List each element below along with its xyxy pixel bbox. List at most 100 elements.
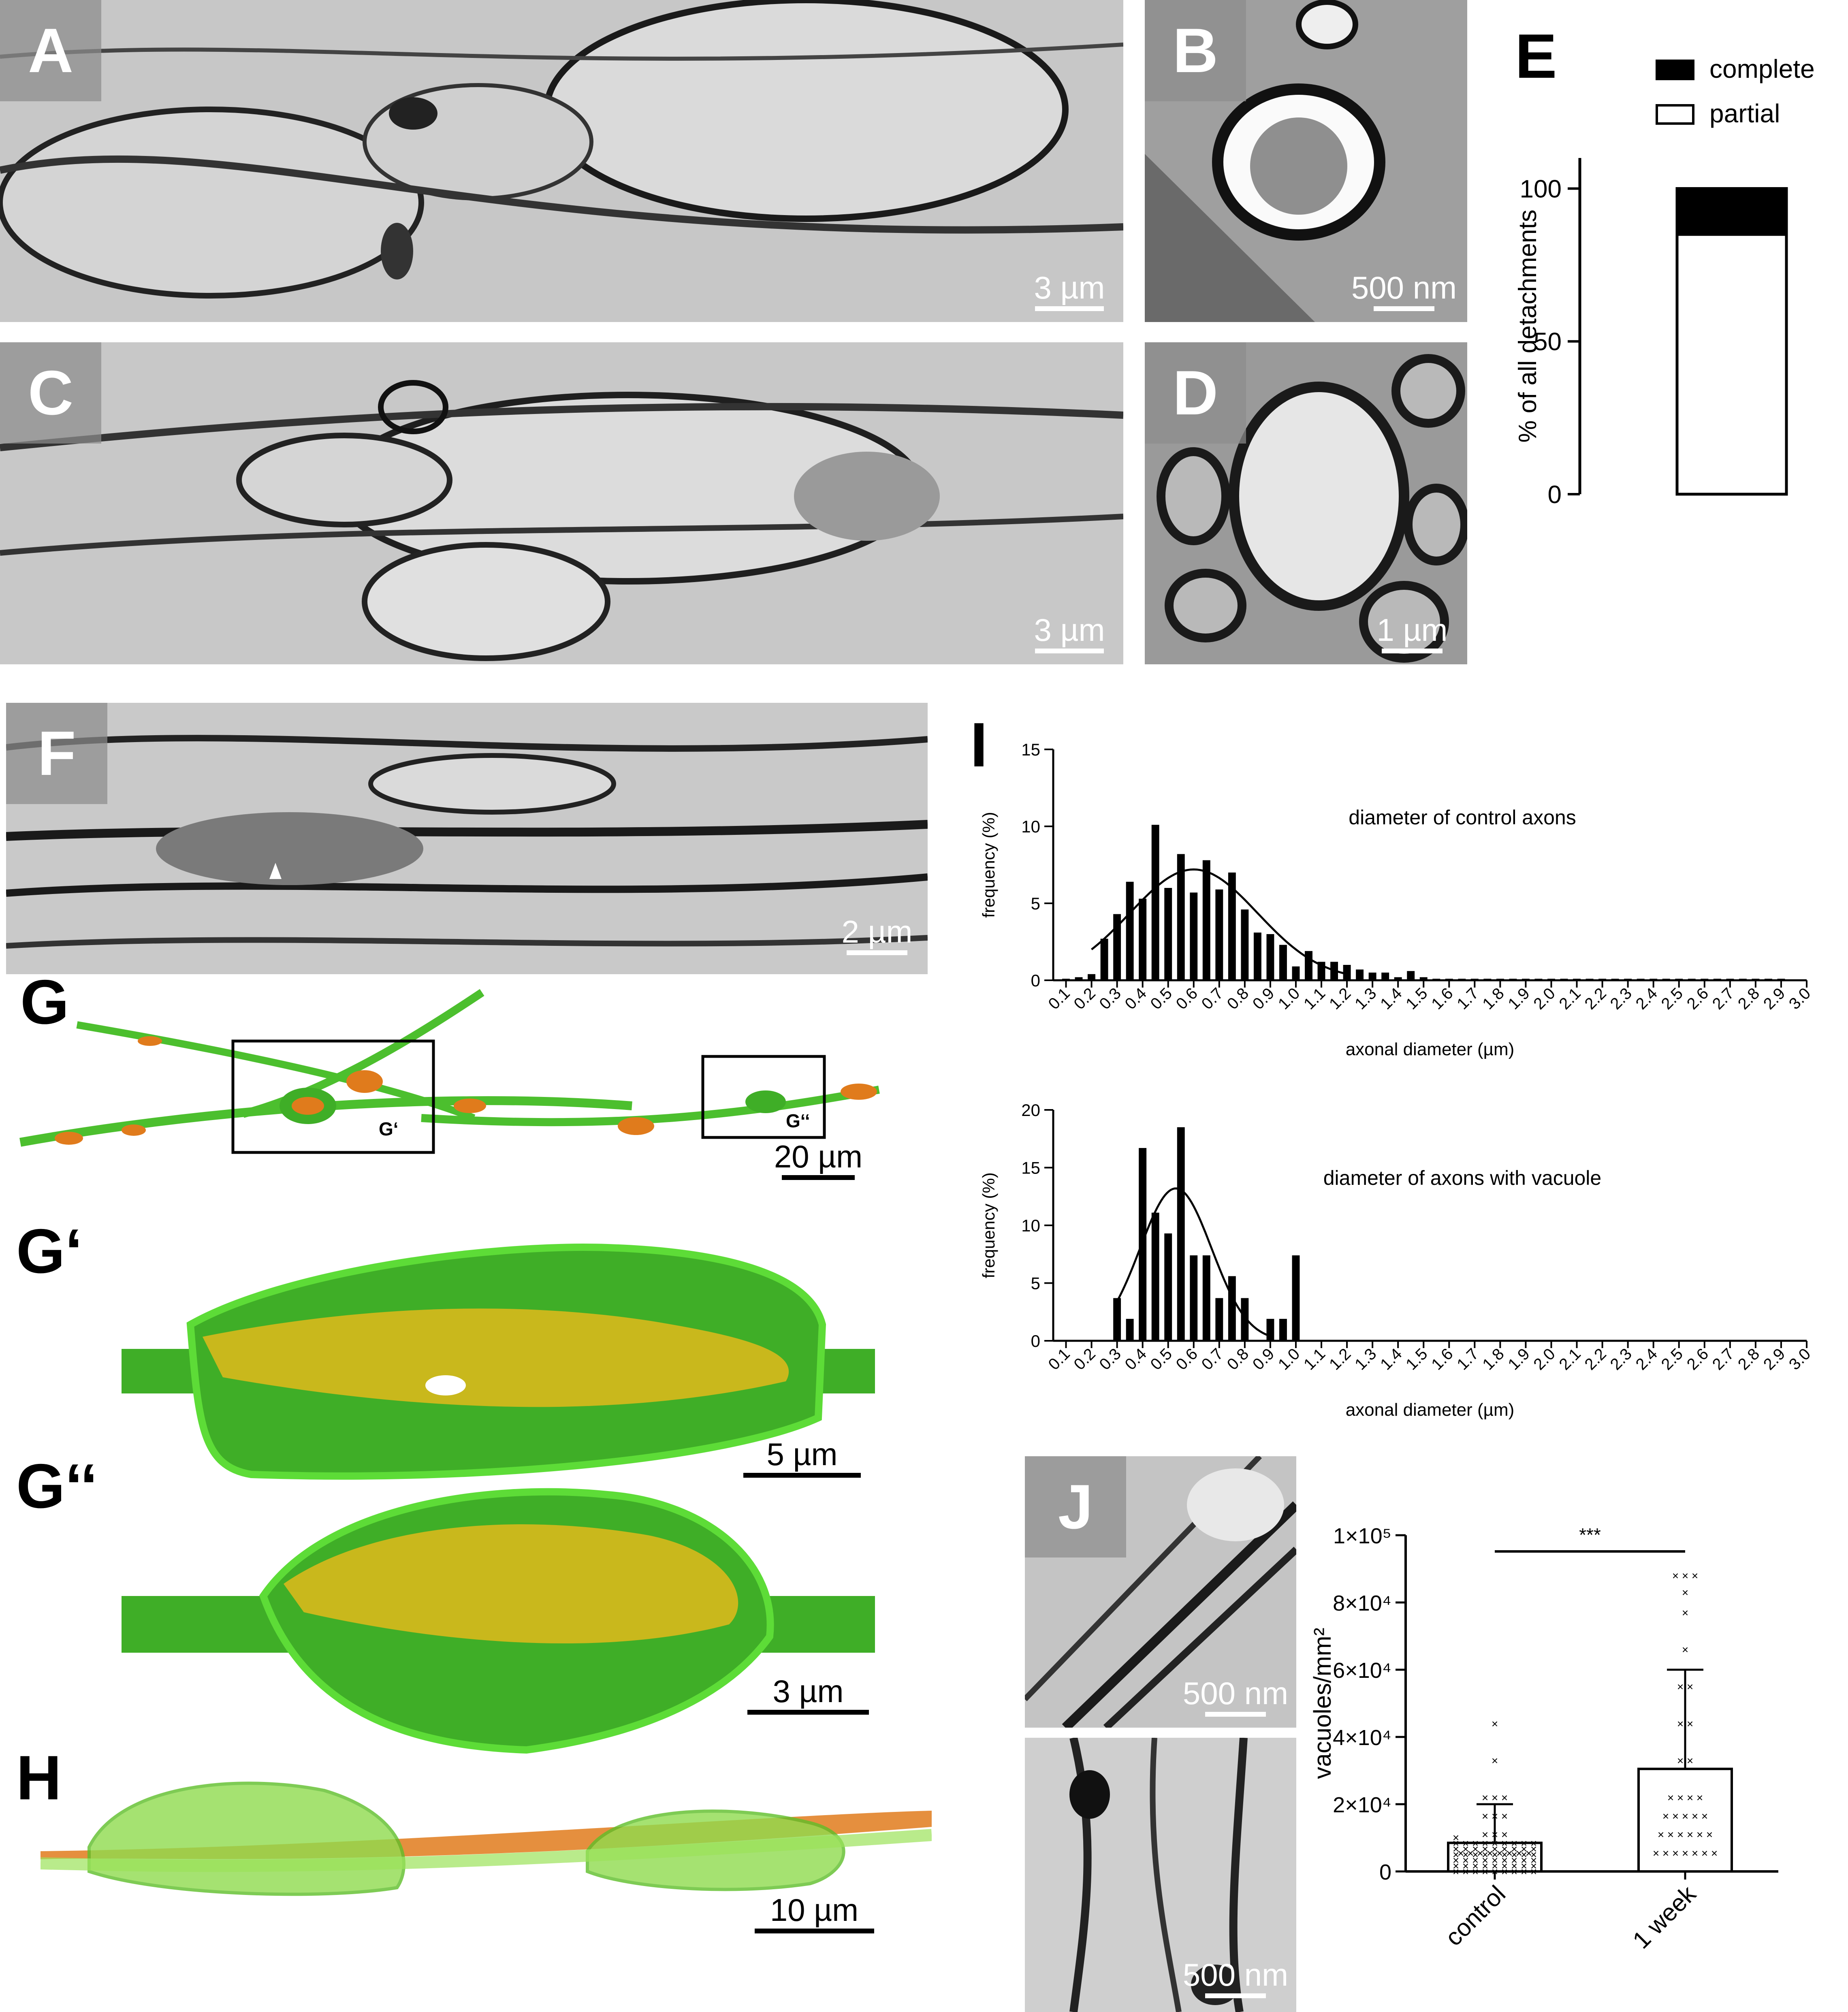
j-data-point: × <box>1453 1843 1459 1855</box>
I1-y-tick-label: 0 <box>1031 971 1040 990</box>
j-y-tick-label: 0 <box>1379 1860 1391 1884</box>
I1-bar <box>1586 979 1594 980</box>
panel-j-scalebar-bottom: 500 nm <box>1179 1957 1292 1998</box>
panel-b-label: B <box>1145 0 1246 101</box>
j-data-point: × <box>1511 1860 1517 1872</box>
j-data-point: × <box>1472 1854 1479 1867</box>
g-box2-label: G‘‘ <box>786 1110 810 1131</box>
I2-x-tick-label: 2.8 <box>1735 1345 1763 1373</box>
j-data-point: × <box>1462 1843 1469 1855</box>
j-data-point: × <box>1453 1831 1459 1844</box>
j-data-point: × <box>1453 1848 1459 1861</box>
j-data-point: × <box>1653 1847 1659 1859</box>
j-data-point: × <box>1501 1791 1508 1804</box>
I1-bar <box>1381 973 1389 980</box>
j-data-point: × <box>1521 1860 1527 1872</box>
I1-bar <box>1470 979 1479 980</box>
I2-x-tick-label: 2.5 <box>1658 1345 1686 1373</box>
I2-x-tick-label: 2.6 <box>1684 1345 1712 1373</box>
j-data-point: × <box>1467 1847 1474 1859</box>
j-data-point: × <box>1701 1810 1708 1822</box>
j-data-point: × <box>1472 1843 1479 1855</box>
I2-y-tick-label: 15 <box>1021 1159 1040 1178</box>
j-data-point: × <box>1501 1843 1508 1855</box>
j-data-point: × <box>1501 1837 1508 1850</box>
j-data-point: × <box>1511 1843 1517 1855</box>
I1-x-tick-label: 2.7 <box>1709 984 1737 1013</box>
I1-bar <box>1483 979 1492 980</box>
I1-bar <box>1573 979 1581 980</box>
I1-bar <box>1177 854 1185 980</box>
I1-bar <box>1266 934 1274 980</box>
j-data-point: × <box>1682 1570 1688 1582</box>
j-data-point: × <box>1667 1829 1674 1841</box>
I1-bar <box>1151 825 1159 980</box>
j-y-tick-label: 4×10⁴ <box>1333 1726 1391 1750</box>
I1-bar <box>1458 979 1466 980</box>
I1-x-tick-label: 1.7 <box>1453 984 1482 1013</box>
j-data-point: × <box>1677 1754 1684 1767</box>
I1-x-tick-label: 2.8 <box>1735 984 1763 1013</box>
panel-h-scale-text: 10 µm <box>770 1892 859 1928</box>
I1-x-tick-label: 1.2 <box>1326 984 1354 1013</box>
j-data-point: × <box>1501 1829 1508 1841</box>
I2-x-tick-label: 1.8 <box>1479 1345 1507 1373</box>
panel-g-render <box>19 989 880 1154</box>
I1-bar <box>1611 979 1619 980</box>
j-data-point: × <box>1672 1570 1679 1582</box>
I2-x-tick-label: 1.6 <box>1428 1345 1456 1373</box>
j-data-point: × <box>1492 1837 1498 1850</box>
I2-bar <box>1164 1233 1172 1341</box>
I1-bar <box>1215 889 1223 980</box>
I2-y-axis-label: frequency (%) <box>979 1172 998 1278</box>
j-data-point: × <box>1521 1854 1527 1867</box>
I1-bar <box>1637 979 1645 980</box>
I1-y-tick-label: 5 <box>1031 894 1040 913</box>
I1-bar <box>1228 873 1236 980</box>
j-significance-label: *** <box>1579 1524 1601 1545</box>
j-data-point: × <box>1687 1718 1693 1730</box>
panel-g-scale-text: 20 µm <box>774 1139 863 1174</box>
j-data-point: × <box>1672 1847 1679 1859</box>
j-data-point: × <box>1682 1810 1688 1822</box>
panel-d-micrograph: D 1 µm <box>1145 342 1467 664</box>
I1-x-axis-label: axonal diameter (µm) <box>1346 1039 1515 1059</box>
I1-bar <box>1509 979 1517 980</box>
I1-bar <box>1126 881 1134 980</box>
j-data-point: × <box>1477 1847 1483 1859</box>
j-data-point: × <box>1462 1865 1469 1878</box>
j-data-point: × <box>1492 1860 1498 1872</box>
j-data-point: × <box>1482 1843 1488 1855</box>
j-data-point: × <box>1511 1865 1517 1878</box>
panel-gpp-render <box>122 1488 875 1754</box>
panel-c-scalebar: 3 µm <box>1025 612 1114 653</box>
j-data-point: × <box>1462 1854 1469 1867</box>
j-data-point: × <box>1482 1854 1488 1867</box>
I1-bar <box>1113 914 1121 980</box>
panel-f-scale-text: 2 µm <box>841 914 913 949</box>
I1-bar <box>1419 977 1428 980</box>
j-data-point: × <box>1472 1865 1479 1878</box>
I1-x-tick-label: 1.3 <box>1351 984 1380 1013</box>
I1-bar <box>1701 979 1709 980</box>
j-data-point: × <box>1472 1860 1479 1872</box>
panel-b-micrograph: B 500 nm <box>1145 0 1467 322</box>
I2-x-tick-label: 1.1 <box>1300 1345 1329 1373</box>
j-data-point: × <box>1457 1847 1464 1859</box>
chart-i-control: 0 5 10 15 frequency (%) 0.10.20.30.40.50.60.7… <box>979 740 1814 1059</box>
I1-bar <box>1139 898 1147 980</box>
I1-bar <box>1688 979 1696 980</box>
I2-x-tick-label: 0.1 <box>1045 1345 1073 1373</box>
I1-bar <box>1624 979 1632 980</box>
I2-x-tick-label: 2.4 <box>1632 1345 1661 1373</box>
j-data-point: × <box>1516 1847 1522 1859</box>
I2-x-tick-label: 0.2 <box>1071 1345 1099 1373</box>
I1-bar <box>1713 979 1721 980</box>
I2-bar <box>1266 1319 1274 1341</box>
j-x-tick-label: 1 week <box>1627 1880 1701 1954</box>
I2-x-tick-label: 0.4 <box>1122 1345 1150 1373</box>
I2-y-tick-label: 5 <box>1031 1274 1040 1293</box>
I1-bar <box>1522 979 1530 980</box>
